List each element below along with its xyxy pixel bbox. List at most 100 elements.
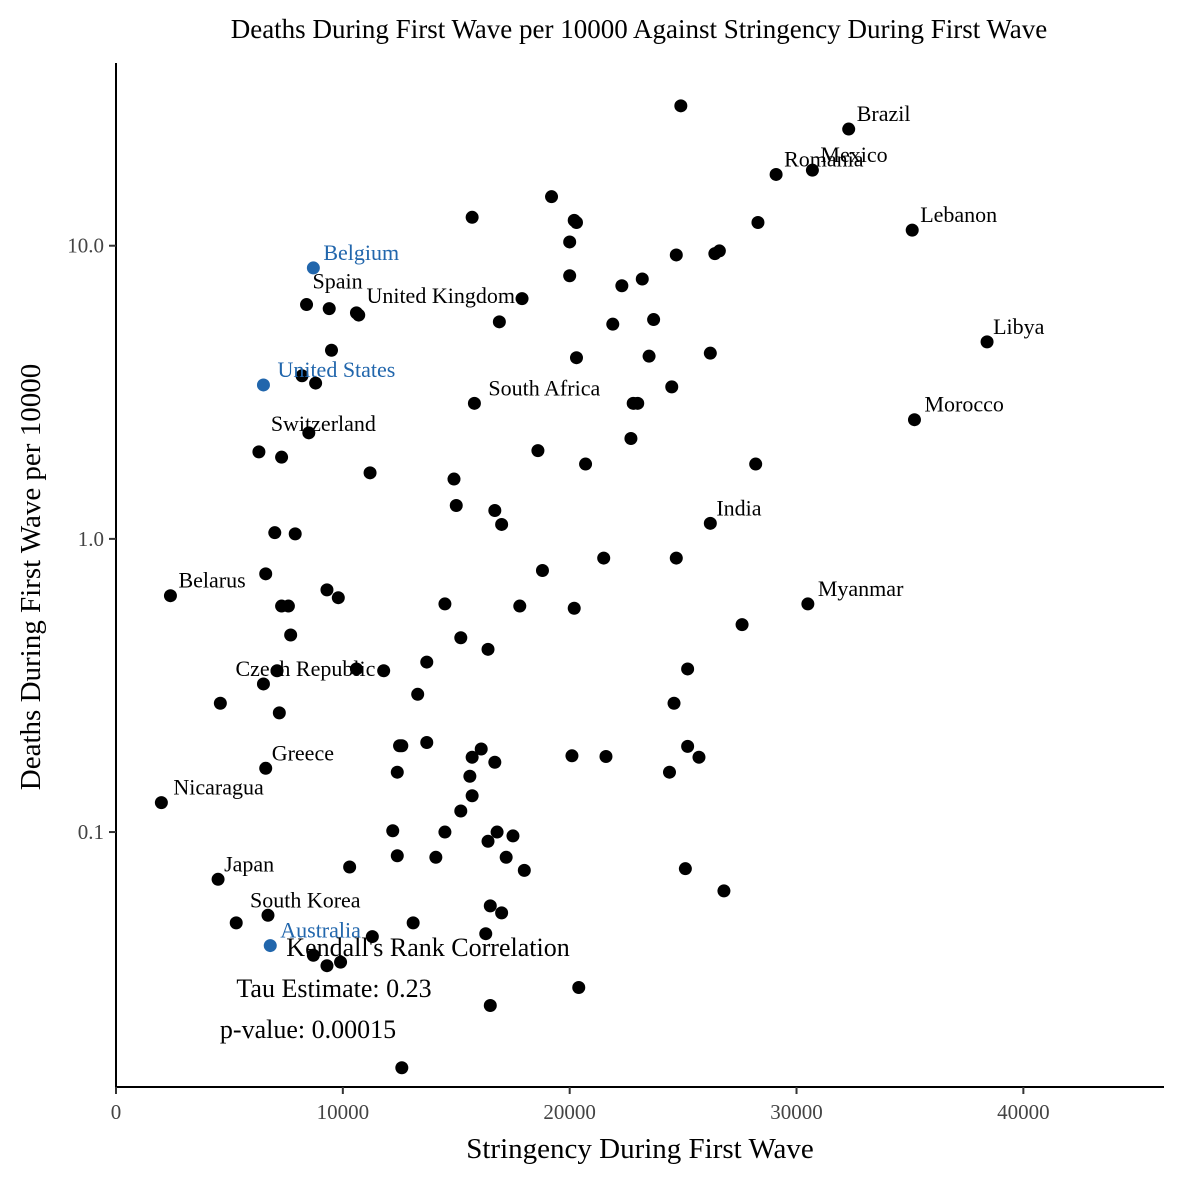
data-point — [420, 736, 434, 750]
point-label: United States — [277, 357, 395, 382]
point-label: Mexico — [820, 142, 887, 167]
point-label: Morocco — [924, 392, 1003, 417]
data-point — [334, 955, 348, 969]
data-point — [463, 769, 477, 783]
data-point-spain — [300, 298, 314, 312]
point-label: Japan — [224, 851, 274, 876]
data-point — [331, 591, 345, 605]
data-point-greece — [259, 761, 273, 775]
data-point — [363, 466, 377, 480]
data-point — [454, 804, 468, 818]
data-point-belgium — [306, 261, 320, 275]
data-point — [749, 457, 763, 471]
y-axis-title: Deaths During First Wave per 10000 — [15, 364, 47, 790]
data-point — [420, 655, 434, 669]
data-point — [735, 618, 749, 632]
data-point — [465, 210, 479, 224]
data-point — [678, 862, 692, 876]
annotation-line-tau: Tau Estimate: 0.23 — [236, 974, 431, 1003]
data-point — [597, 551, 611, 565]
point-label: South Africa — [488, 375, 600, 400]
data-point — [429, 850, 443, 864]
data-point — [272, 706, 286, 720]
point-label: Lebanon — [920, 202, 997, 227]
data-point — [295, 369, 309, 383]
data-point — [259, 567, 273, 581]
data-point — [545, 190, 559, 204]
data-point — [531, 444, 545, 458]
data-point — [535, 564, 549, 578]
data-point — [479, 927, 493, 941]
y-tick-label: 0.1 — [78, 820, 104, 844]
data-point-india — [703, 516, 717, 530]
data-point — [322, 302, 336, 316]
data-point — [343, 860, 357, 874]
data-point — [393, 739, 407, 753]
data-point — [270, 664, 284, 678]
data-point — [712, 244, 726, 258]
data-point — [447, 472, 461, 486]
data-point — [390, 849, 404, 863]
point-label: South Korea — [250, 887, 361, 912]
data-point-lebanon — [905, 223, 919, 237]
chart-title: Deaths During First Wave per 10000 Again… — [231, 14, 1048, 44]
data-point — [324, 343, 338, 357]
x-tick-label: 20000 — [543, 1100, 596, 1124]
data-point — [268, 526, 282, 540]
data-point — [565, 749, 579, 763]
point-label: Switzerland — [271, 411, 376, 436]
data-point — [665, 380, 679, 394]
data-point — [642, 349, 656, 363]
point-label: Romania — [784, 146, 864, 171]
data-point — [288, 527, 302, 541]
data-point — [352, 308, 366, 322]
x-tick-label: 0 — [111, 1100, 122, 1124]
data-point — [252, 445, 266, 459]
data-point — [515, 292, 529, 306]
x-axis-title: Stringency During First Wave — [466, 1133, 814, 1165]
data-point — [615, 279, 629, 293]
data-point — [635, 272, 649, 286]
data-point — [438, 597, 452, 611]
data-point-mexico — [805, 163, 819, 177]
data-point — [499, 850, 513, 864]
data-point — [647, 313, 661, 327]
data-point-brazil — [842, 122, 856, 136]
point-label: Libya — [993, 314, 1045, 339]
data-point-libya — [980, 335, 994, 349]
data-point — [349, 662, 363, 676]
data-point — [569, 216, 583, 230]
data-point — [406, 916, 420, 930]
data-point — [454, 631, 468, 645]
data-point — [513, 599, 527, 613]
data-point — [481, 642, 495, 656]
x-tick-label: 10000 — [317, 1100, 370, 1124]
data-point — [365, 930, 379, 944]
data-point — [506, 829, 520, 843]
data-point — [386, 824, 400, 838]
data-point-south-africa — [467, 396, 481, 410]
data-point — [488, 755, 502, 769]
data-point — [395, 1061, 409, 1075]
data-point — [474, 742, 488, 756]
x-tick-label: 30000 — [770, 1100, 823, 1124]
data-point — [563, 269, 577, 283]
point-label: Czech Republic — [235, 656, 375, 681]
annotation-line-pvalue: p-value: 0.00015 — [220, 1015, 396, 1044]
data-point — [681, 739, 695, 753]
data-point — [751, 216, 765, 230]
correlation-annotation: Kendall's Rank Correlation Tau Estimate:… — [220, 933, 570, 1044]
data-point — [213, 696, 227, 710]
data-point — [669, 248, 683, 262]
data-point-australia — [263, 939, 277, 953]
data-point — [495, 517, 509, 531]
point-label: Brazil — [857, 101, 911, 126]
data-point-japan — [211, 872, 225, 886]
x-tick-label: 40000 — [997, 1100, 1050, 1124]
data-point — [572, 980, 586, 994]
data-point-czech-republic — [256, 677, 270, 691]
data-point — [567, 601, 581, 615]
